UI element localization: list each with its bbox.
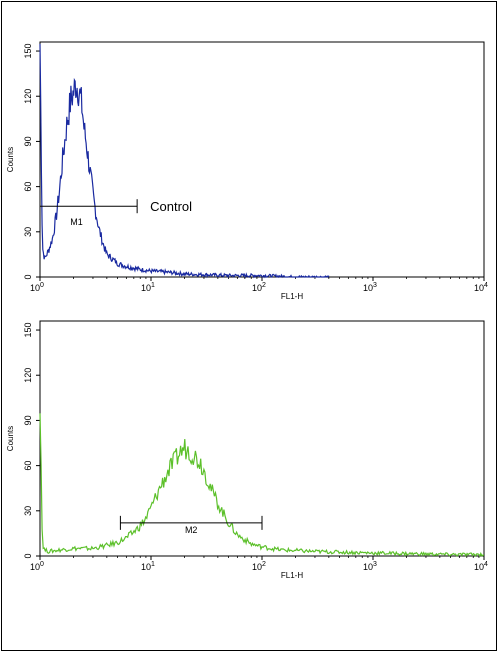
y-axis-title: Counts <box>6 426 15 451</box>
y-tick-label: 30 <box>23 506 33 516</box>
marker-label: M1 <box>70 217 83 227</box>
histogram-panel-2: 0 30 60 90 120 150 100 101 102 103 104 FL1-H Counts M… <box>6 320 488 580</box>
marker-label: M2 <box>185 525 198 535</box>
x-tick-label: 102 <box>252 282 266 293</box>
y-axis-title: Counts <box>6 147 15 172</box>
x-tick-label: 104 <box>474 561 488 572</box>
y-tick-label: 0 <box>23 274 33 279</box>
x-tick-label: 100 <box>30 282 44 293</box>
y-tick-label: 60 <box>23 461 33 471</box>
control-label: Control <box>150 199 192 214</box>
plot-frame <box>39 41 485 278</box>
y-tick-label: 120 <box>23 89 33 104</box>
histogram-trace <box>39 43 330 279</box>
x-tick-label: 103 <box>363 282 377 293</box>
y-tick-label: 30 <box>23 227 33 237</box>
x-tick-label: 100 <box>30 561 44 572</box>
x-tick-label: 101 <box>141 282 155 293</box>
y-tick-label: 60 <box>23 182 33 192</box>
y-tick-label: 0 <box>23 553 33 558</box>
y-tick-label: 90 <box>23 136 33 146</box>
histogram-panel-1: 0 30 60 90 120 150 100 101 102 103 104 FL1-H Counts M… <box>6 41 488 301</box>
y-tick-label: 120 <box>23 368 33 383</box>
x-tick-label: 101 <box>141 561 155 572</box>
y-tick-label: 150 <box>23 44 33 59</box>
x-tick-label: 104 <box>474 282 488 293</box>
histogram-trace <box>39 413 484 558</box>
x-axis-title: FL1-H <box>281 571 303 580</box>
y-tick-label: 150 <box>23 323 33 338</box>
y-tick-label: 90 <box>23 415 33 425</box>
x-tick-label: 102 <box>252 561 266 572</box>
x-axis-title: FL1-H <box>281 292 303 301</box>
x-tick-label: 103 <box>363 561 377 572</box>
